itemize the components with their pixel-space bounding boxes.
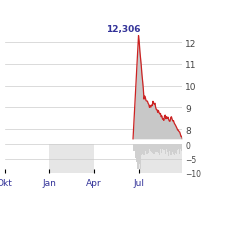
Bar (181, 145, 182, 152)
Bar (169, 145, 170, 151)
Bar (152, 145, 153, 153)
Bar (163, 145, 164, 153)
Bar (155, 145, 156, 152)
Bar (145, 145, 146, 151)
Text: 7,550: 7,550 (143, 145, 171, 154)
Bar (164, 145, 165, 150)
Bar (135, 145, 136, 158)
Bar (148, 145, 149, 150)
Bar (161, 145, 162, 151)
Bar (149, 145, 150, 149)
Bar (179, 145, 180, 155)
Bar (177, 145, 178, 150)
Bar (178, 145, 179, 149)
Bar (134, 145, 135, 151)
Bar (147, 145, 148, 154)
Bar (144, 145, 145, 155)
Bar (166, 145, 167, 149)
Bar (160, 145, 161, 150)
Bar (165, 145, 166, 155)
Bar (159, 145, 160, 156)
Bar (150, 145, 151, 155)
Bar (176, 145, 177, 155)
Bar (138, 145, 139, 170)
Bar (173, 145, 174, 154)
Bar (151, 145, 152, 152)
Bar (49, 145, 94, 173)
Bar (146, 145, 147, 155)
Bar (175, 145, 176, 154)
Bar (174, 145, 175, 150)
Bar (180, 145, 181, 149)
Bar (167, 145, 168, 153)
Bar (140, 145, 141, 169)
Bar (171, 145, 172, 155)
Bar (168, 145, 169, 156)
Bar (136, 145, 137, 163)
Bar (143, 145, 144, 156)
Bar (154, 145, 155, 154)
Bar (170, 145, 171, 155)
Bar (139, 145, 140, 164)
Bar (182, 145, 183, 149)
Bar (133, 145, 134, 151)
Bar (142, 145, 143, 155)
Bar (162, 145, 163, 150)
Text: 12,306: 12,306 (106, 25, 141, 34)
Bar (137, 145, 138, 163)
Bar (141, 145, 142, 155)
Bar (158, 145, 159, 153)
Bar (153, 145, 154, 155)
Bar (157, 145, 158, 153)
Bar (156, 145, 157, 152)
Bar (172, 145, 173, 150)
Bar (138, 145, 183, 173)
